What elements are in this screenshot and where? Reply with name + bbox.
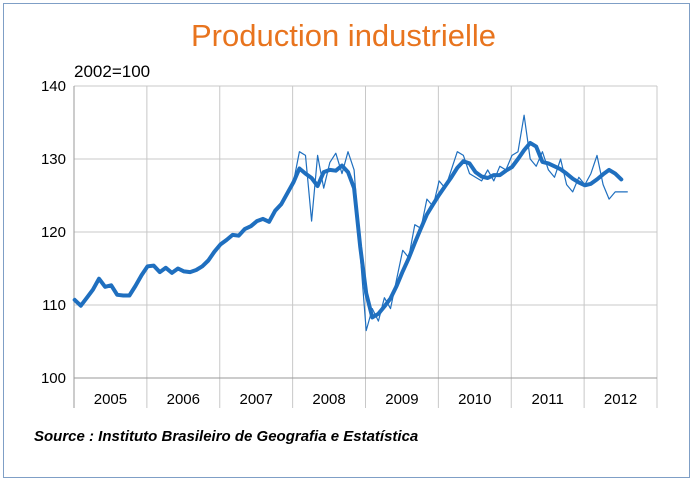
source-note: Source : Instituto Brasileiro de Geograf… [34, 428, 419, 445]
y-tick-label: 130 [41, 151, 66, 168]
series-layer [72, 114, 628, 332]
unit-note: 2002=100 [74, 62, 151, 81]
x-tick-label: 2006 [167, 391, 200, 408]
x-tick-labels: 2005 2006 2007 2008 2009 2010 2011 2012 [94, 391, 638, 408]
x-tick-label: 2011 [532, 391, 564, 408]
series-line-trend [72, 140, 624, 320]
y-tick-label: 140 [41, 78, 66, 95]
x-tick-label: 2010 [458, 391, 491, 408]
chart-frame [3, 3, 690, 478]
axes [73, 86, 657, 408]
grid-lines [73, 85, 658, 408]
chart-title: Production industrielle [190, 18, 496, 53]
series-line-monthly [286, 114, 628, 332]
x-tick-label: 2009 [385, 391, 418, 408]
y-tick-label: 110 [42, 297, 66, 314]
x-tick-label: 2008 [312, 391, 345, 408]
y-tick-label: 100 [41, 370, 66, 387]
y-tick-labels: 100 110 120 130 140 [41, 78, 66, 387]
x-tick-label: 2005 [94, 391, 127, 408]
y-tick-label: 120 [41, 224, 66, 241]
x-tick-label: 2012 [604, 391, 637, 408]
x-tick-label: 2007 [240, 391, 273, 408]
